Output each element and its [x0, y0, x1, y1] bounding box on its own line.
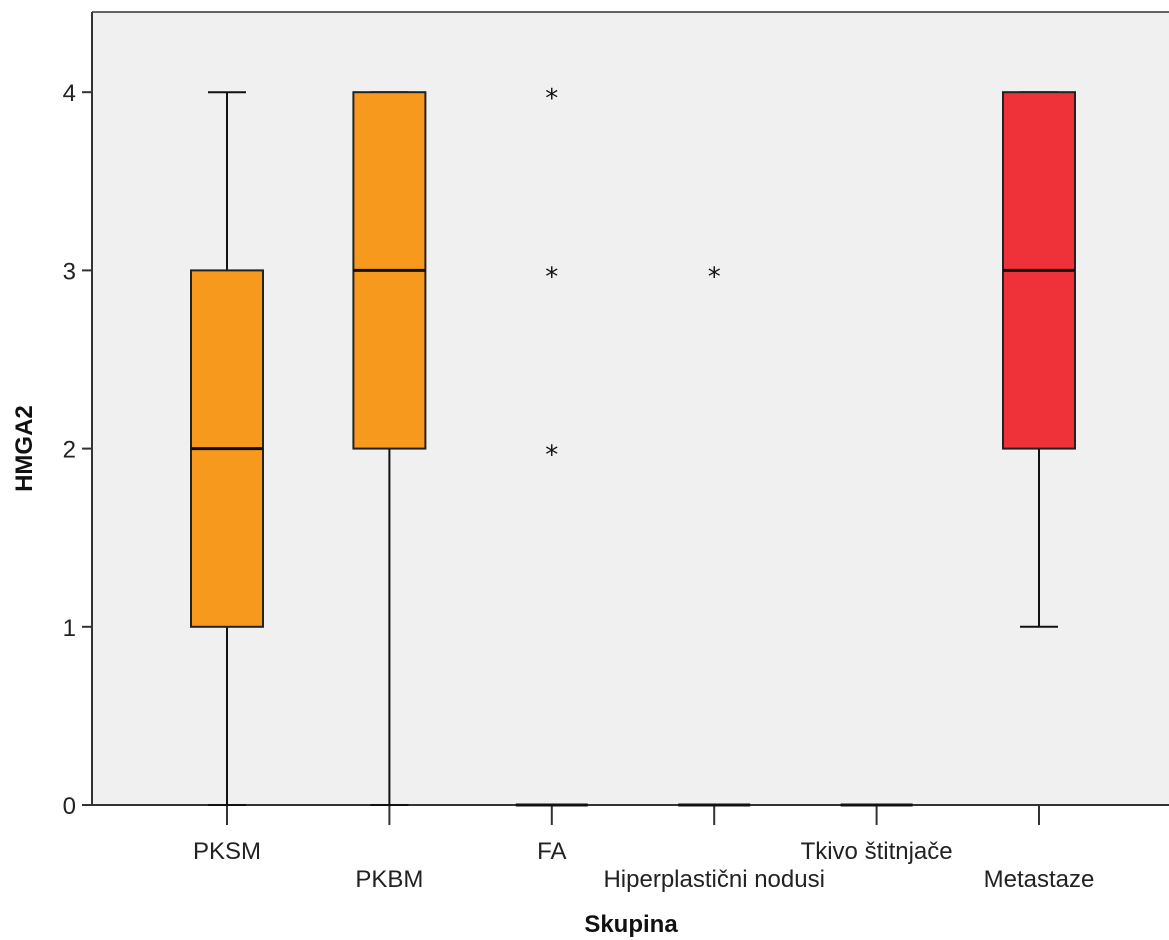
- box-1: [190, 91, 264, 806]
- outlier-point: *: [545, 262, 558, 292]
- y-tick-label: 3: [63, 258, 76, 285]
- y-tick-label: 1: [63, 615, 76, 642]
- x-axis-title: Skupina: [584, 911, 678, 938]
- y-axis: 0 1 2 3 4: [63, 11, 1169, 820]
- x-tick-label: Metastaze: [984, 866, 1095, 893]
- box-4: *: [678, 262, 751, 807]
- y-tick-label: 4: [63, 80, 76, 107]
- y-axis-title: HMGA2: [11, 405, 38, 492]
- x-tick-label: Tkivo štitnjače: [801, 838, 953, 865]
- boxes-group: * * * *: [190, 84, 1076, 807]
- y-tick-label: 0: [63, 793, 76, 820]
- box-6: [1002, 91, 1076, 628]
- outlier-point: *: [708, 262, 721, 292]
- outlier-point: *: [545, 84, 558, 114]
- box-2: [352, 91, 427, 806]
- outlier-point: *: [545, 441, 558, 471]
- x-tick-label: FA: [537, 838, 566, 865]
- x-tick-label: PKBM: [355, 866, 423, 893]
- box-3: * * *: [515, 84, 588, 807]
- x-tick-label: PKSM: [193, 838, 261, 865]
- plot-area: [92, 12, 1169, 805]
- x-tick-label: Hiperplastični nodusi: [603, 866, 824, 893]
- y-tick-label: 2: [63, 437, 76, 464]
